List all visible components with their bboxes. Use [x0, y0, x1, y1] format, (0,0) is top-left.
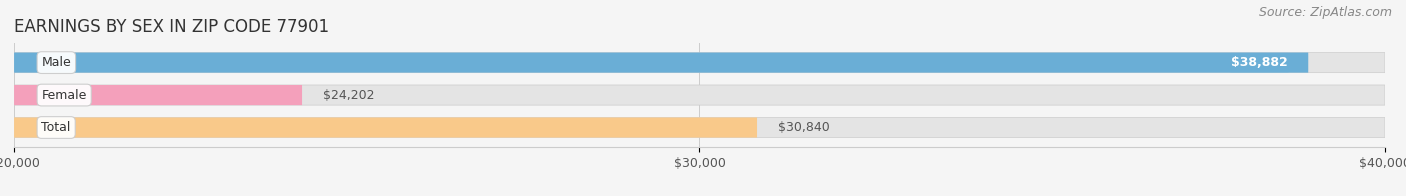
Text: Source: ZipAtlas.com: Source: ZipAtlas.com — [1258, 6, 1392, 19]
FancyBboxPatch shape — [14, 53, 1308, 73]
Text: Male: Male — [41, 56, 72, 69]
FancyBboxPatch shape — [14, 117, 1385, 138]
Text: $30,840: $30,840 — [778, 121, 830, 134]
Text: $38,882: $38,882 — [1232, 56, 1288, 69]
Text: Female: Female — [41, 89, 87, 102]
FancyBboxPatch shape — [14, 85, 302, 105]
Text: $24,202: $24,202 — [322, 89, 374, 102]
FancyBboxPatch shape — [14, 85, 1385, 105]
Text: EARNINGS BY SEX IN ZIP CODE 77901: EARNINGS BY SEX IN ZIP CODE 77901 — [14, 18, 329, 36]
FancyBboxPatch shape — [14, 117, 756, 138]
Text: Total: Total — [41, 121, 70, 134]
FancyBboxPatch shape — [14, 53, 1385, 73]
